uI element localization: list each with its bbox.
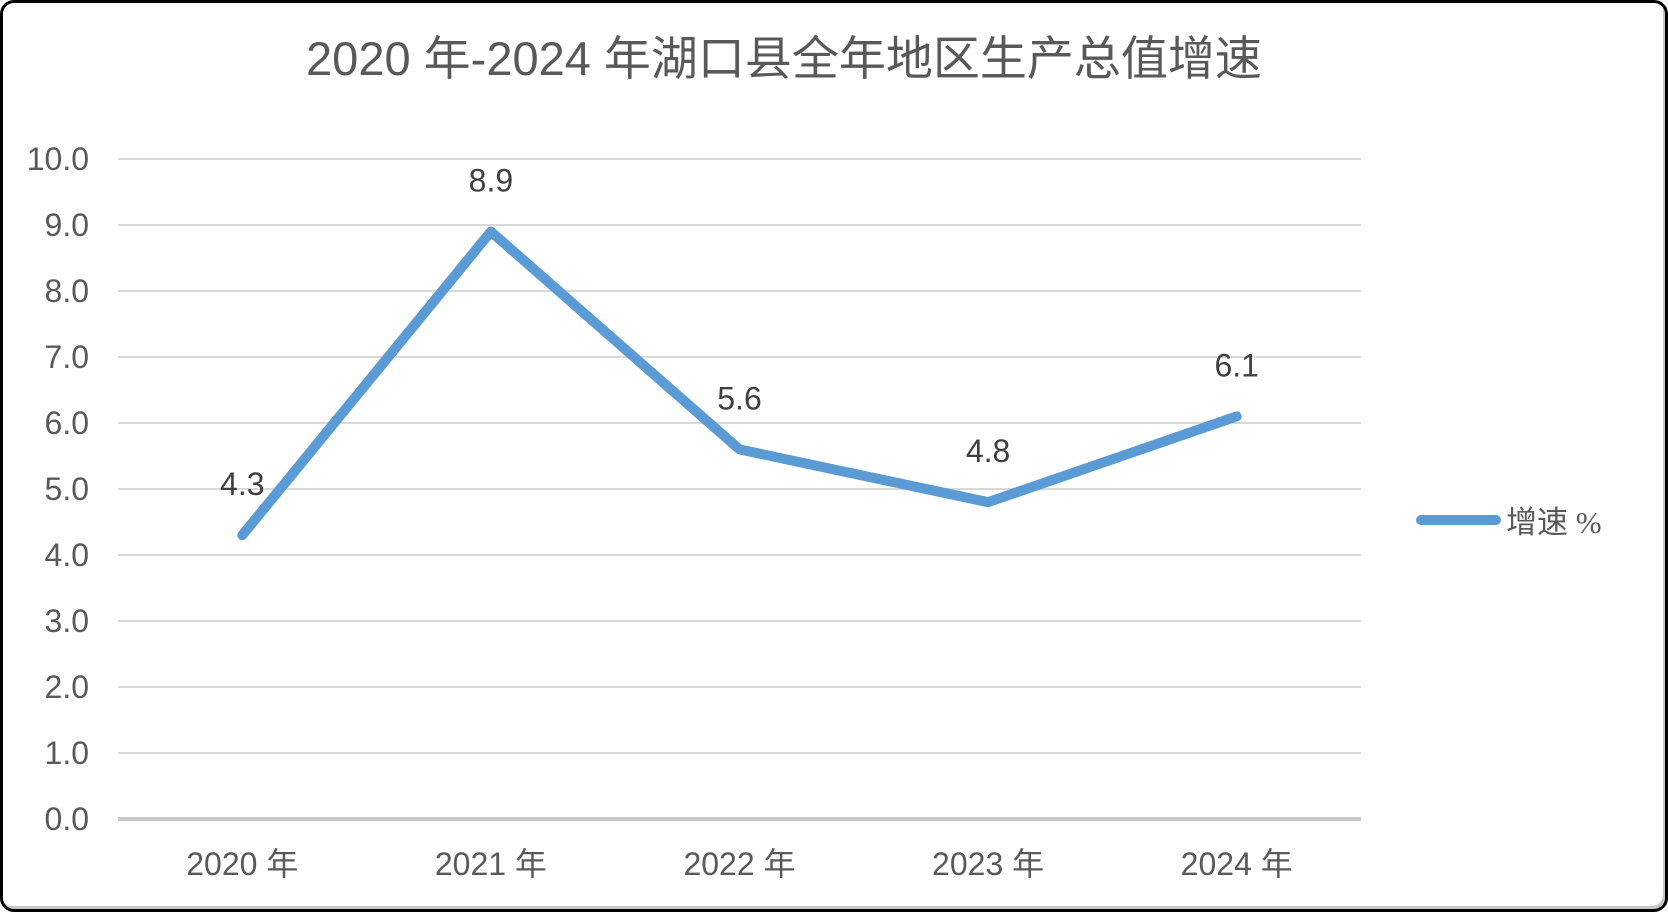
y-tick-label: 9.0 — [45, 207, 89, 243]
legend: 增速 % — [1416, 497, 1602, 542]
legend-line-marker — [1416, 514, 1501, 525]
line-chart-plot-area: 0.0 1.0 2.0 3.0 4.0 5.0 6.0 7.0 8.0 9.0 10.0 2020 年… — [27, 141, 1361, 882]
data-label: 4.8 — [966, 433, 1010, 469]
y-tick-label: 0.0 — [45, 801, 89, 837]
y-tick-label: 2.0 — [45, 669, 89, 705]
x-axis-label: 2023 年 — [932, 846, 1044, 882]
y-tick-label: 5.0 — [45, 471, 89, 507]
y-tick-label: 6.0 — [45, 405, 89, 441]
y-tick-label: 4.0 — [45, 537, 89, 573]
series-line — [237, 226, 1242, 541]
chart-title: 2020 年-2024 年湖口县全年地区生产总值增速 — [306, 32, 1262, 85]
x-axis-label: 2021 年 — [435, 846, 547, 882]
data-label: 4.3 — [220, 466, 264, 502]
data-label: 6.1 — [1214, 347, 1258, 383]
y-tick-label: 7.0 — [45, 339, 89, 375]
y-tick-label: 10.0 — [27, 141, 89, 177]
y-tick-label: 3.0 — [45, 603, 89, 639]
x-axis-label: 2020 年 — [186, 846, 298, 882]
data-label: 5.6 — [717, 380, 761, 416]
x-axis-label: 2024 年 — [1181, 846, 1293, 882]
y-tick-label: 1.0 — [45, 735, 89, 771]
x-axis-label: 2022 年 — [683, 846, 795, 882]
legend-label: 增速 % — [1506, 505, 1602, 540]
data-label: 8.9 — [469, 163, 513, 199]
y-tick-label: 8.0 — [45, 273, 89, 309]
